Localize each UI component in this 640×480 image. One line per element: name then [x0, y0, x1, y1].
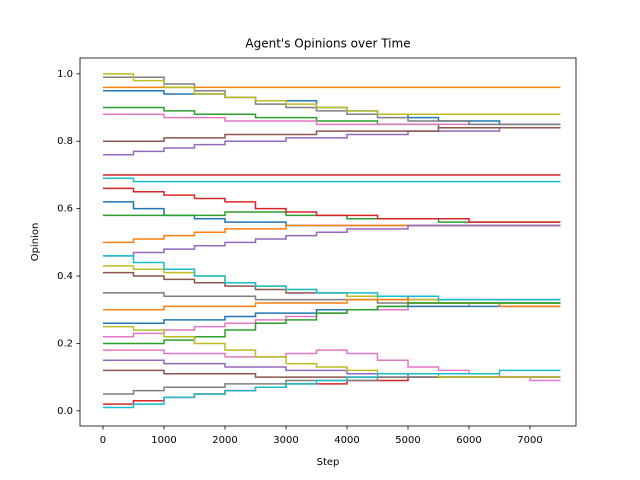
y-tick-label: 0.2	[57, 338, 73, 349]
plot-frame	[79, 57, 577, 427]
y-axis-label: Opinion	[30, 223, 41, 262]
x-tick-label: 5000	[395, 435, 420, 446]
x-tick-label: 6000	[456, 435, 481, 446]
opinion-line	[103, 224, 561, 257]
opinion-line	[103, 177, 561, 183]
opinion-line	[103, 127, 561, 142]
y-tick-label: 1.0	[57, 69, 73, 80]
opinion-line	[103, 369, 561, 409]
opinion-line	[103, 255, 561, 301]
x-tick-label: 3000	[273, 435, 298, 446]
y-tick-label: 0.4	[57, 271, 73, 282]
x-tick-label: 1000	[151, 435, 176, 446]
x-tick-label: 7000	[517, 435, 542, 446]
y-tick-label: 0.0	[57, 406, 73, 417]
x-tick-label: 2000	[212, 435, 237, 446]
opinion-line	[103, 187, 561, 223]
x-axis-label: Step	[317, 457, 340, 468]
opinion-line	[103, 325, 561, 378]
x-tick-label: 0	[100, 435, 106, 446]
opinion-line	[103, 73, 561, 116]
y-tick-label: 0.6	[57, 204, 73, 215]
opinion-line	[103, 127, 561, 156]
x-tick-label: 4000	[334, 435, 359, 446]
chart-title: Agent's Opinions over Time	[245, 37, 410, 51]
opinion-line	[103, 76, 561, 126]
y-tick-label: 0.8	[57, 136, 73, 147]
